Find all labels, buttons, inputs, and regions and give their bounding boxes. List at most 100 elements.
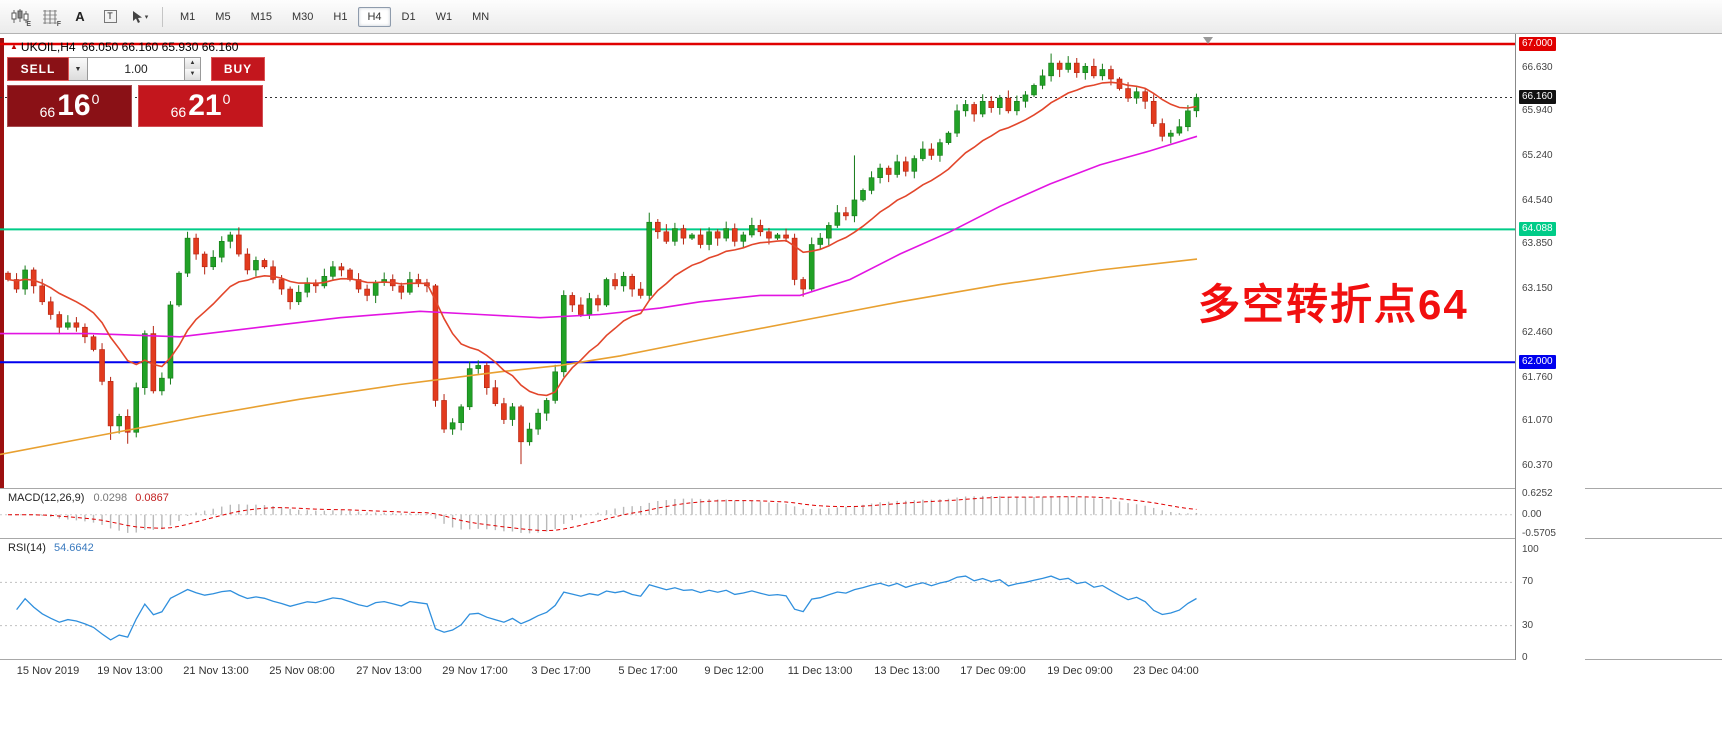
timeframe-m1-button[interactable]: M1 xyxy=(171,7,204,27)
panel-separator-rsi-time xyxy=(0,659,1722,660)
rsi-scale-label: 30 xyxy=(1522,619,1534,631)
time-axis-label: 5 Dec 17:00 xyxy=(618,665,678,677)
buy-price-tile[interactable]: 66 21 0 xyxy=(138,85,263,127)
volume-stepper: ▲ ▼ xyxy=(185,57,201,81)
time-axis-label: 3 Dec 17:00 xyxy=(531,665,591,677)
candlestick-icon xyxy=(11,9,29,23)
text-tool-icon: A xyxy=(75,9,85,24)
price-axis[interactable]: 67.000 66.630 66.160 65.940 65.240 64.540 64.0… xyxy=(1515,34,1585,663)
toolbar: E F A T ▾ M1 M5 M15 M30 H1 H4 D1 W1 MN xyxy=(0,0,1722,34)
price-label-63.850: 63.850 xyxy=(1522,238,1553,250)
time-axis-label: 29 Nov 17:00 xyxy=(442,665,508,677)
buy-button[interactable]: BUY xyxy=(211,57,265,81)
time-axis-label: 11 Dec 13:00 xyxy=(787,665,853,677)
chart-tools-group: E F A T ▾ xyxy=(5,5,155,29)
chevron-down-icon: ▾ xyxy=(144,13,149,21)
macd-signal-value: 0.0867 xyxy=(135,492,169,504)
rsi-indicator-label: RSI(14) 54.6642 xyxy=(8,542,94,554)
price-label-66.630: 66.630 xyxy=(1522,61,1553,73)
timeframe-mn-button[interactable]: MN xyxy=(463,7,498,27)
sell-button[interactable]: SELL xyxy=(7,57,69,81)
tool-sub-letter: E xyxy=(26,20,31,28)
price-label-63.150: 63.150 xyxy=(1522,283,1553,295)
rsi-panel[interactable] xyxy=(0,539,1515,659)
volume-increase-button[interactable]: ▲ xyxy=(185,58,200,69)
macd-scale-label: 0.6252 xyxy=(1522,487,1553,499)
symbol-arrow-icon: ▲ xyxy=(10,42,18,51)
ohlc-values: 66.050 66.160 65.930 66.160 xyxy=(81,40,239,54)
patterns-tool-button[interactable]: E xyxy=(6,5,34,29)
label-tool-button[interactable]: T xyxy=(96,5,124,29)
timeframe-w1-button[interactable]: W1 xyxy=(427,7,462,27)
time-axis-label: 17 Dec 09:00 xyxy=(960,665,1026,677)
volume-decrease-button[interactable]: ▼ xyxy=(185,69,200,80)
slow-ma-line xyxy=(0,258,1198,456)
macd-title: MACD(12,26,9) xyxy=(8,492,85,504)
time-axis-label: 9 Dec 12:00 xyxy=(704,665,764,677)
price-label-64.088: 64.088 xyxy=(1519,222,1556,237)
mid-ma-line xyxy=(0,135,1198,338)
time-axis[interactable]: 15 Nov 2019 19 Nov 13:00 21 Nov 13:00 25 No… xyxy=(0,660,1722,686)
timeframe-m30-button[interactable]: M30 xyxy=(283,7,322,27)
text-tool-button[interactable]: A xyxy=(66,5,94,29)
label-tool-icon: T xyxy=(103,10,117,23)
time-axis-label: 25 Nov 08:00 xyxy=(269,665,335,677)
macd-indicator-label: MACD(12,26,9) 0.0298 0.0867 xyxy=(8,492,169,504)
rsi-scale-label: 0 xyxy=(1522,652,1528,663)
rsi-title: RSI(14) xyxy=(8,542,46,554)
chart-shift-marker xyxy=(1203,37,1213,44)
price-label-65.240: 65.240 xyxy=(1522,150,1553,162)
order-type-dropdown[interactable]: ▼ xyxy=(69,57,88,81)
price-label-65.940: 65.940 xyxy=(1522,105,1553,117)
volume-input[interactable] xyxy=(88,57,185,81)
price-label-62.460: 62.460 xyxy=(1522,326,1553,338)
fast-ma-line xyxy=(7,81,1197,397)
timeframe-m5-button[interactable]: M5 xyxy=(206,7,239,27)
price-label-60.370: 60.370 xyxy=(1522,459,1553,471)
sell-price-tile[interactable]: 66 16 0 xyxy=(7,85,132,127)
time-axis-label: 19 Dec 09:00 xyxy=(1047,665,1113,677)
symbol-name: UKOIL,H4 xyxy=(20,40,76,54)
macd-main-value: 0.0298 xyxy=(93,492,128,504)
toolbar-separator xyxy=(162,6,163,27)
tool-sub-letter: F xyxy=(56,20,61,28)
timeframe-h4-button[interactable]: H4 xyxy=(358,6,391,27)
rsi-scale-label: 100 xyxy=(1522,544,1539,555)
price-tiles-row: 66 16 0 66 21 0 xyxy=(7,85,265,127)
macd-scale-label: -0.5705 xyxy=(1522,528,1556,540)
time-axis-label: 15 Nov 2019 xyxy=(16,665,80,677)
buy-pipette: 0 xyxy=(222,91,231,107)
indicator-grid-tool-button[interactable]: F xyxy=(36,5,64,29)
buy-big-figure: 66 xyxy=(170,104,187,120)
sell-pipette: 0 xyxy=(91,91,100,107)
macd-signal-line xyxy=(8,496,1197,532)
crosshair-tool-button[interactable]: ▾ xyxy=(126,5,154,29)
price-label-62.000: 62.000 xyxy=(1519,355,1556,370)
chart-annotation-text: 多空转折点64 xyxy=(1198,281,1469,328)
one-click-trading-panel: SELL ▼ ▲ ▼ BUY 66 16 0 66 21 0 xyxy=(7,57,265,127)
timeframe-d1-button[interactable]: D1 xyxy=(393,7,425,27)
price-label-67.000: 67.000 xyxy=(1519,37,1556,51)
sell-pips: 16 xyxy=(57,89,91,122)
macd-panel[interactable] xyxy=(0,489,1515,538)
panel-separator-main-macd[interactable] xyxy=(0,488,1722,489)
order-entry-row: SELL ▼ ▲ ▼ BUY xyxy=(7,57,265,81)
cursor-icon xyxy=(132,10,142,23)
buy-pips: 21 xyxy=(188,89,222,122)
price-label-61.070: 61.070 xyxy=(1522,415,1553,427)
timeframe-m15-button[interactable]: M15 xyxy=(242,7,281,27)
chart-left-accent xyxy=(0,38,4,488)
rsi-scale-label: 70 xyxy=(1522,576,1534,588)
rsi-value: 54.6642 xyxy=(53,542,94,554)
chart-ohlc-header: ▲ UKOIL,H4 66.050 66.160 65.930 66.160 xyxy=(10,40,238,54)
timeframe-h1-button[interactable]: H1 xyxy=(324,7,356,27)
time-axis-label: 21 Nov 13:00 xyxy=(183,665,249,677)
panel-separator-macd-rsi[interactable] xyxy=(0,538,1722,539)
candlestick-chart[interactable] xyxy=(0,34,1515,488)
time-axis-label: 19 Nov 13:00 xyxy=(97,665,163,677)
candles-layer xyxy=(5,53,1200,465)
price-label-66.160: 66.160 xyxy=(1519,90,1556,105)
price-label-64.540: 64.540 xyxy=(1522,194,1553,206)
grid-icon xyxy=(43,9,57,24)
